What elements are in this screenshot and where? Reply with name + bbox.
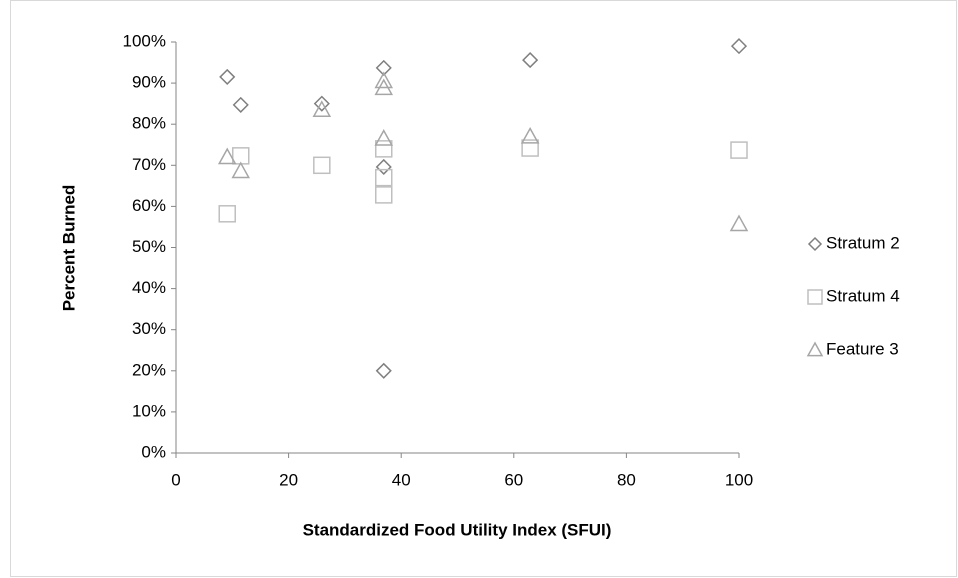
point <box>729 214 749 232</box>
point <box>374 186 393 204</box>
point <box>375 59 392 76</box>
x-tick-label: 80 <box>617 470 636 489</box>
point <box>375 158 392 176</box>
y-tick-label: 10% <box>132 401 166 420</box>
x-tick-label: 40 <box>392 470 411 489</box>
point <box>375 362 392 379</box>
y-tick-label: 100% <box>123 31 166 50</box>
y-axis-label: Percent Burned <box>59 185 78 312</box>
x-tick-label: 100 <box>725 470 753 489</box>
point <box>374 71 394 89</box>
point <box>522 52 539 69</box>
point <box>520 126 540 144</box>
point <box>374 129 394 146</box>
point <box>219 68 236 85</box>
point <box>374 168 393 187</box>
x-tick-label: 0 <box>171 470 180 489</box>
y-tick-label: 30% <box>132 319 166 338</box>
point <box>217 147 237 165</box>
point <box>313 95 330 112</box>
y-tick-label: 20% <box>132 360 166 379</box>
y-tick-label: 40% <box>132 278 166 297</box>
x-tick-label: 20 <box>279 470 298 489</box>
point <box>231 161 251 179</box>
point <box>218 205 236 223</box>
y-tick-label: 70% <box>132 155 166 174</box>
point <box>730 141 748 159</box>
point <box>232 96 249 113</box>
legend-marker <box>806 341 824 357</box>
point <box>374 78 394 96</box>
y-tick-label: 80% <box>132 114 166 133</box>
point <box>312 100 332 117</box>
point <box>231 147 250 165</box>
x-tick-label: 60 <box>504 470 523 489</box>
point <box>521 139 539 157</box>
legend-marker <box>807 289 823 305</box>
y-tick-label: 60% <box>132 196 166 215</box>
y-tick-label: 0% <box>141 442 166 461</box>
point <box>374 140 393 158</box>
chart-border <box>10 0 957 577</box>
legend-marker <box>807 236 823 252</box>
legend-label: Stratum 2 <box>826 233 900 252</box>
x-axis-label: Standardized Food Utility Index (SFUI) <box>303 520 612 539</box>
point <box>730 38 748 55</box>
y-tick-label: 90% <box>132 73 166 92</box>
legend-label: Stratum 4 <box>826 286 900 305</box>
y-tick-label: 50% <box>132 237 166 256</box>
legend-label: Feature 3 <box>826 339 899 358</box>
point <box>313 156 331 175</box>
